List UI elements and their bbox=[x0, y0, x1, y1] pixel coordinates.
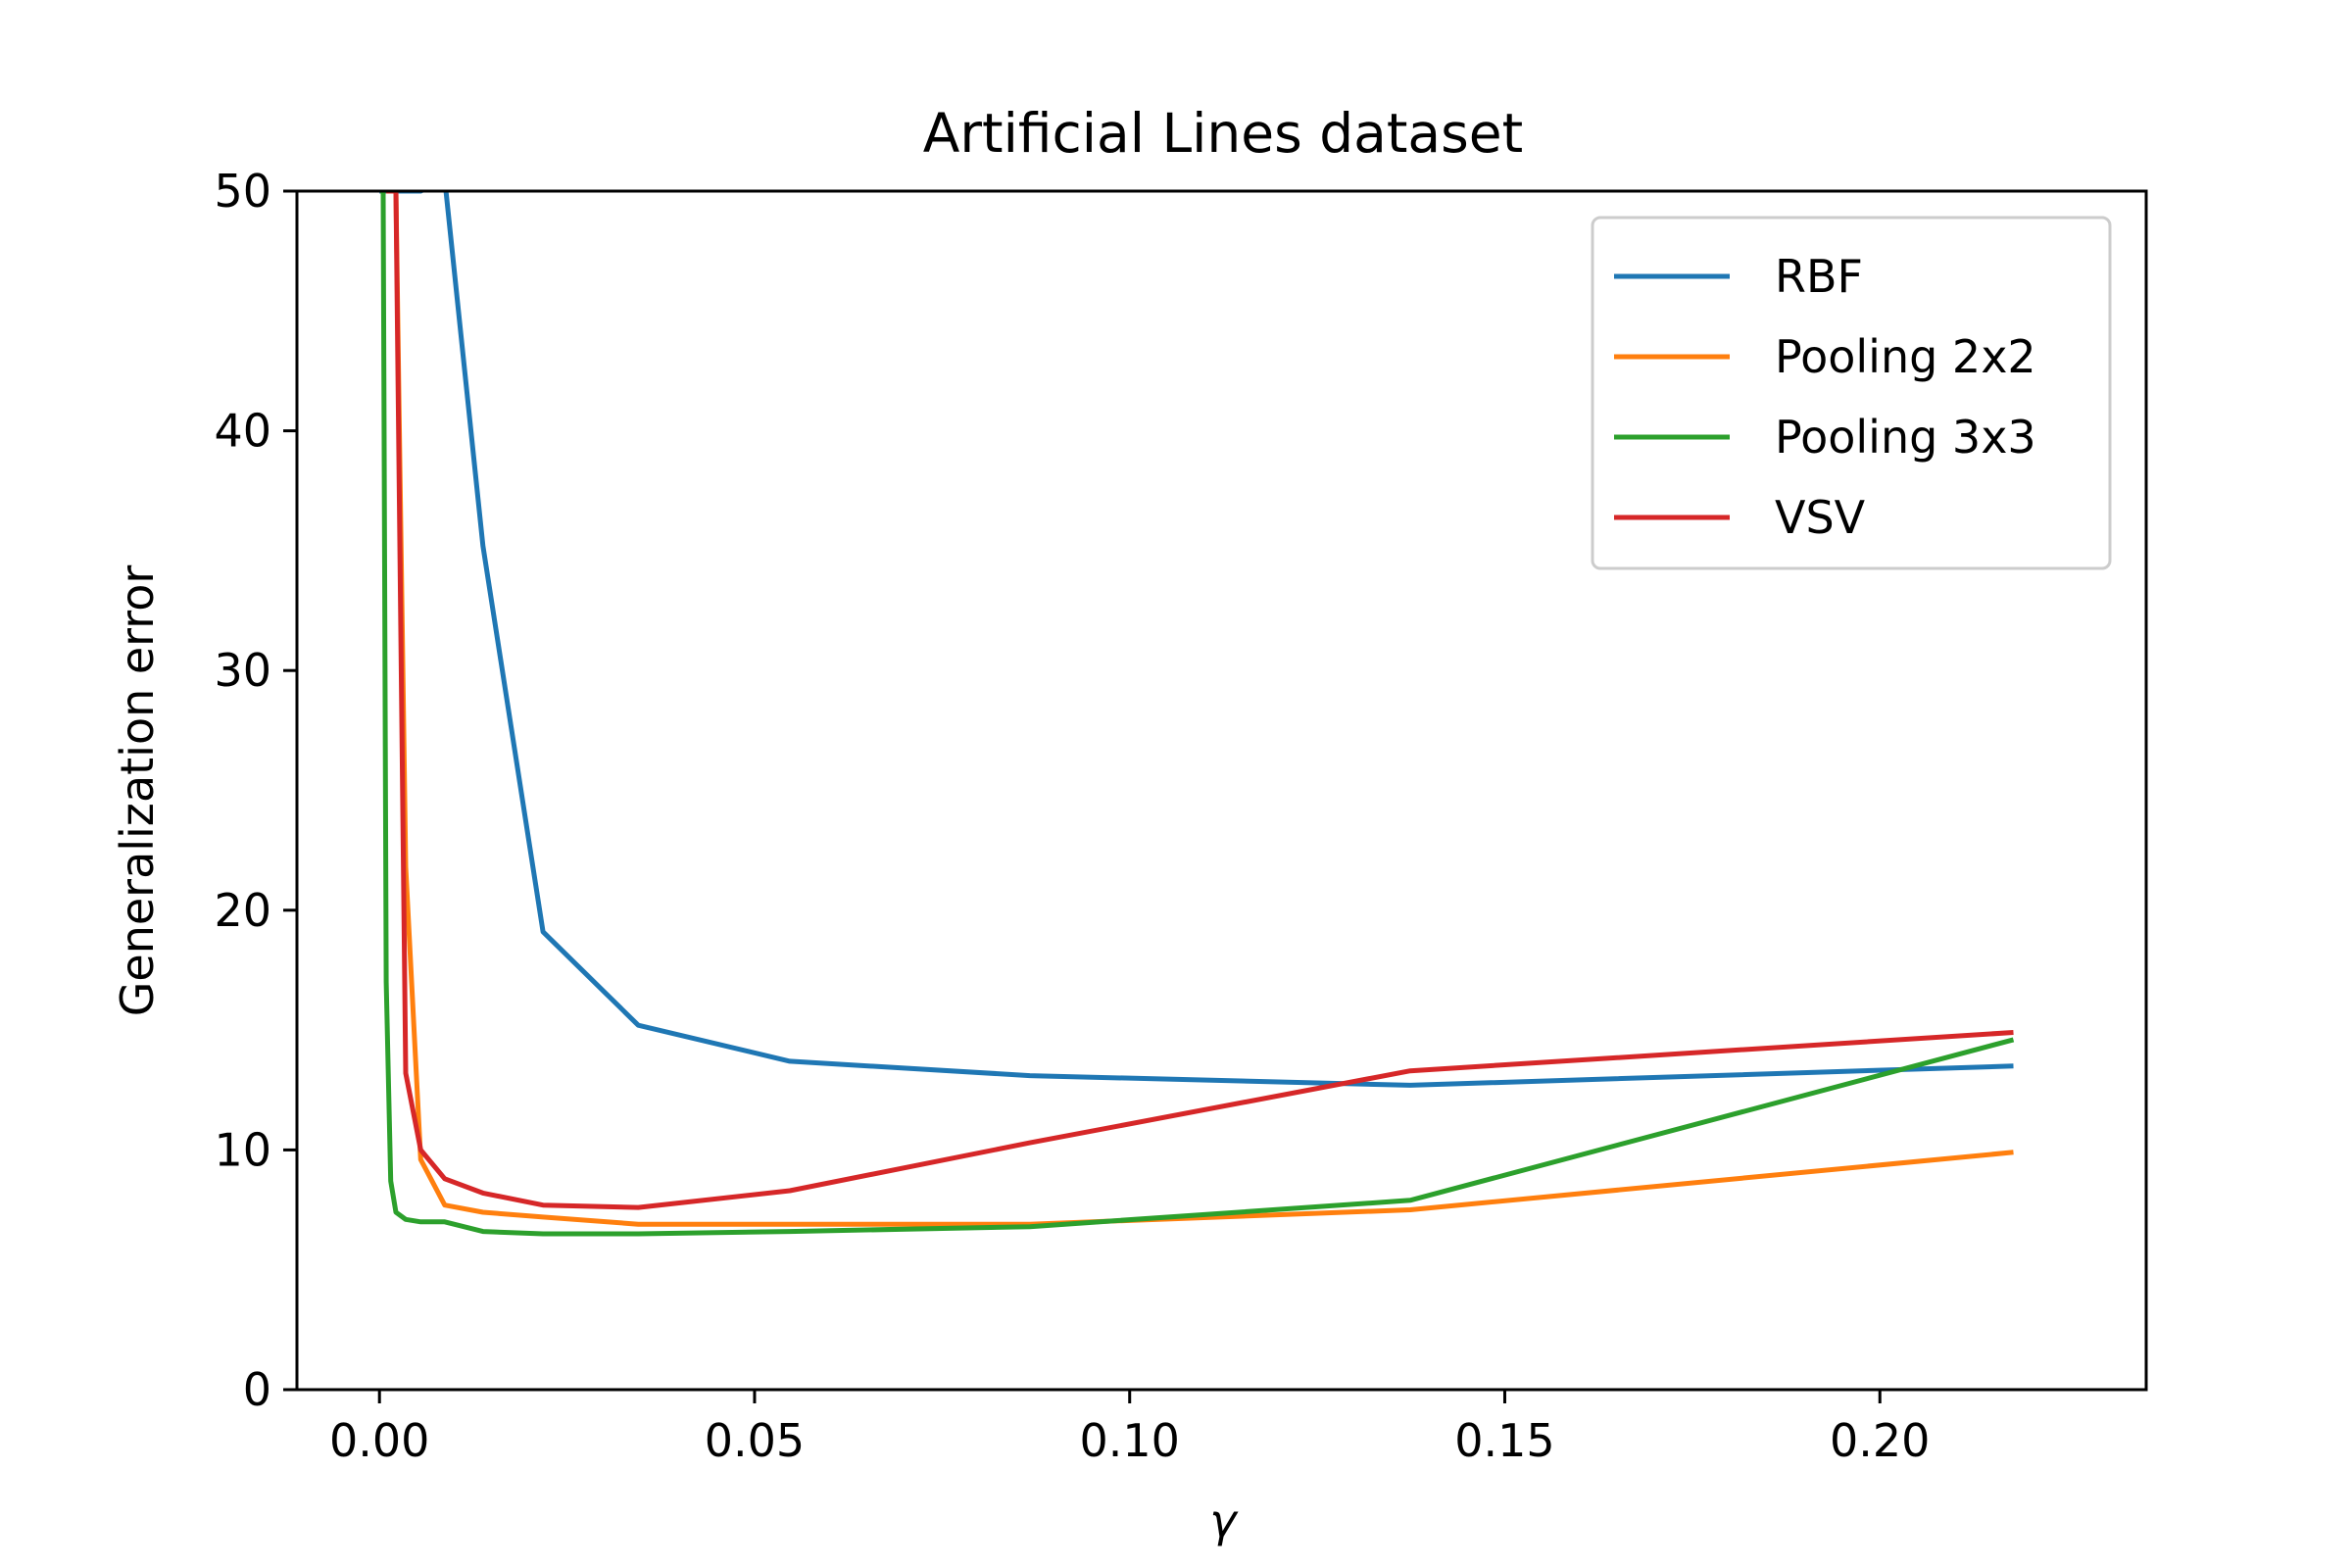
series-line-vsv bbox=[386, 191, 2014, 1210]
x-tick-label: 0.15 bbox=[1454, 1414, 1554, 1467]
x-tick-label: 0.05 bbox=[705, 1414, 805, 1467]
legend-label: Pooling 3x3 bbox=[1775, 411, 2036, 464]
legend-label: VSV bbox=[1775, 491, 1866, 544]
series-line-rbf bbox=[379, 191, 2014, 1088]
y-tick-label: 10 bbox=[214, 1123, 271, 1176]
x-tick-label: 0.00 bbox=[329, 1414, 429, 1467]
plot-frame bbox=[295, 189, 2148, 1392]
x-tick-label: 0.10 bbox=[1080, 1414, 1180, 1467]
y-tick-label: 20 bbox=[214, 884, 271, 937]
x-axis-title: γ bbox=[1209, 1494, 1239, 1547]
y-tick-label: 50 bbox=[214, 165, 271, 218]
legend-label: Pooling 2x2 bbox=[1775, 330, 2036, 383]
y-tick-label: 0 bbox=[243, 1363, 271, 1416]
legend: RBF Pooling 2x2 Pooling 3x3 VSV bbox=[1591, 216, 2112, 570]
y-tick-label: 40 bbox=[214, 405, 271, 458]
y-tick-label: 30 bbox=[214, 644, 271, 697]
series-layer bbox=[379, 191, 2015, 1237]
y-axis-title: Generalization error bbox=[111, 565, 164, 1017]
legend-label: RBF bbox=[1775, 250, 1863, 303]
y-axis: 0 10 20 30 40 50 bbox=[214, 165, 297, 1416]
legend-box bbox=[1591, 216, 2112, 570]
series-line-pooling-3x3 bbox=[380, 191, 2015, 1237]
x-tick-label: 0.20 bbox=[1830, 1414, 1930, 1467]
chart-title: Artificial Lines dataset bbox=[923, 102, 1523, 165]
x-axis: 0.00 0.05 0.10 0.15 0.20 bbox=[329, 1390, 1930, 1467]
